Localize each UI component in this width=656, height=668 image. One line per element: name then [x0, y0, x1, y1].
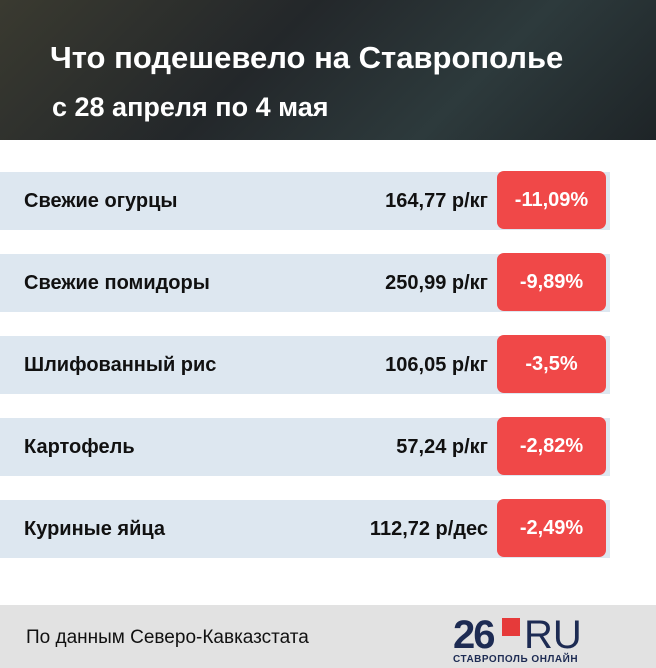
- price: 106,05 р/кг: [385, 354, 488, 376]
- change-badge: -3,5%: [497, 335, 606, 393]
- source: По данным Северо-Кавказстата: [26, 627, 309, 648]
- subtitle: с 28 апреля по 4 мая: [52, 92, 329, 122]
- product-name: Свежие помидоры: [24, 272, 210, 294]
- logo-caption: СТАВРОПОЛЬ ОНЛАЙН: [453, 654, 579, 665]
- change-badge: -2,49%: [497, 499, 606, 557]
- product-name: Свежие огурцы: [24, 190, 178, 212]
- footer: По данным Северо-Кавказстата 26 RU СТАВР…: [0, 605, 656, 668]
- price: 112,72 р/дес: [369, 518, 488, 540]
- product-name: Шлифованный рис: [24, 354, 217, 376]
- logo-square: [502, 618, 520, 636]
- change-badge: -2,82%: [497, 417, 606, 475]
- product-name: Куриные яйца: [24, 518, 166, 540]
- price: 164,77 р/кг: [385, 190, 488, 212]
- header: Что подешевело на Ставрополье с 28 апрел…: [0, 0, 656, 140]
- product-name: Картофель: [24, 436, 135, 458]
- price: 57,24 р/кг: [396, 436, 488, 458]
- title: Что подешевело на Ставрополье: [50, 40, 564, 75]
- logo-number: 26: [453, 613, 495, 657]
- price: 250,99 р/кг: [385, 272, 488, 294]
- change-badge: -11,09%: [497, 171, 606, 229]
- change-badge: -9,89%: [497, 253, 606, 311]
- logo-domain: RU: [524, 613, 582, 657]
